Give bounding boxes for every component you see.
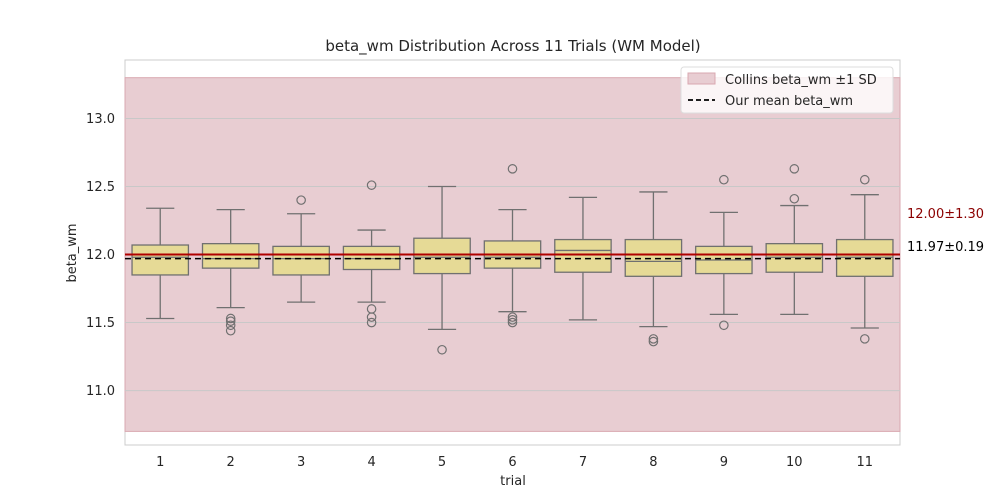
x-tick-label: 4 bbox=[367, 455, 375, 470]
outlier-point bbox=[648, 336, 659, 347]
y-tick-label: 11.0 bbox=[86, 384, 115, 399]
outlier-point bbox=[859, 334, 870, 344]
outlier-point bbox=[366, 180, 377, 190]
y-tick-label: 12.5 bbox=[86, 180, 115, 195]
outlier-point bbox=[225, 313, 236, 324]
chart-title: beta_wm Distribution Across 11 Trials (W… bbox=[325, 37, 700, 56]
outlier-point bbox=[859, 174, 870, 185]
outlier-point bbox=[225, 316, 236, 327]
outlier-point bbox=[507, 317, 518, 328]
outlier-point bbox=[719, 174, 729, 185]
legend-frame bbox=[680, 66, 894, 114]
y-tick-label: 12.0 bbox=[86, 248, 115, 263]
box bbox=[554, 238, 612, 273]
x-tick-label: 1 bbox=[156, 455, 164, 470]
x-axis-label: trial bbox=[500, 474, 526, 489]
outlier-point bbox=[507, 312, 518, 322]
box bbox=[413, 237, 471, 275]
outlier-point bbox=[719, 320, 729, 331]
legend-mean-label: Our mean beta_wm bbox=[725, 94, 853, 109]
x-tick-label: 3 bbox=[297, 455, 305, 470]
x-tick-label: 11 bbox=[856, 455, 873, 470]
x-tick-label: 9 bbox=[720, 455, 728, 470]
outlier-point bbox=[437, 344, 447, 355]
legend-band-swatch bbox=[687, 72, 716, 85]
x-tick-label: 2 bbox=[227, 455, 235, 470]
outlier-point bbox=[225, 325, 236, 336]
outlier-point bbox=[789, 193, 800, 204]
box bbox=[272, 245, 330, 276]
our-mean-annotation: 11.97±0.19 bbox=[907, 240, 984, 255]
box bbox=[201, 243, 260, 269]
outlier-point bbox=[507, 164, 518, 174]
x-tick-label: 7 bbox=[579, 455, 587, 470]
outlier-point bbox=[225, 320, 236, 331]
legend: Collins beta_wm ±1 SD Our mean beta_wm bbox=[680, 66, 894, 114]
box bbox=[624, 238, 683, 277]
y-axis-label: beta_wm bbox=[65, 223, 80, 282]
plot-area: 11.0 11.5 12.0 12.5 13.0 1 2 3 4 5 6 7 8 9 10 11 bbox=[86, 59, 901, 470]
outlier-point bbox=[648, 334, 659, 344]
y-tick-label: 11.5 bbox=[86, 316, 115, 331]
x-tick-label: 10 bbox=[786, 455, 803, 470]
x-tick-label: 6 bbox=[508, 455, 516, 470]
legend-band-label: Collins beta_wm ±1 SD bbox=[725, 73, 877, 88]
y-tick-label: 13.0 bbox=[86, 112, 115, 127]
outlier-point bbox=[366, 312, 377, 322]
box bbox=[765, 243, 824, 273]
outlier-point bbox=[789, 164, 800, 174]
outlier-point bbox=[296, 195, 306, 205]
box bbox=[131, 244, 190, 276]
outlier-point bbox=[366, 317, 377, 328]
box bbox=[342, 245, 401, 271]
x-tick-label: 8 bbox=[649, 455, 657, 470]
x-tick-label: 5 bbox=[438, 455, 446, 470]
outlier-point bbox=[507, 315, 518, 325]
collins-annotation: 12.00±1.30 bbox=[907, 207, 984, 222]
